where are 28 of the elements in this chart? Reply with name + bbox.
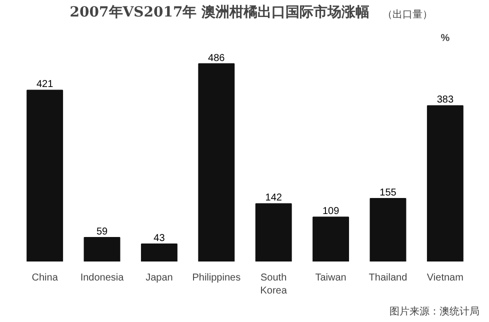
bar bbox=[84, 237, 120, 262]
data-label: 43 bbox=[154, 233, 166, 244]
data-label: 142 bbox=[265, 192, 282, 204]
bar bbox=[198, 63, 235, 262]
bar bbox=[426, 105, 464, 262]
x-tick-label: Philippines bbox=[192, 272, 241, 284]
text: 图片来源：澳统计局 bbox=[390, 306, 480, 318]
bar bbox=[370, 198, 406, 262]
bar bbox=[312, 216, 350, 262]
data-label: 109 bbox=[322, 206, 340, 218]
x-tick-label: China bbox=[32, 272, 58, 284]
x-tick-label: Japan bbox=[146, 272, 173, 284]
data-label: 486 bbox=[208, 52, 226, 64]
bar bbox=[140, 244, 178, 262]
data-label: 383 bbox=[436, 94, 454, 106]
x-tick-label: Vietnam bbox=[426, 272, 464, 284]
chart-subtitle: （出口量） bbox=[382, 8, 432, 20]
x-tick-label: Thailand bbox=[368, 272, 408, 284]
x-tick-label: South Korea bbox=[260, 272, 288, 297]
x-tick-label: Taiwan bbox=[315, 272, 346, 284]
bar bbox=[255, 203, 292, 262]
data-label: 155 bbox=[380, 187, 397, 198]
x-tick-label: Indonesia bbox=[80, 272, 124, 284]
data-label: 59 bbox=[96, 226, 108, 238]
text: % bbox=[440, 33, 450, 44]
chart-title: 2007年VS2017年 澳洲柑橘出口国际市场涨幅 bbox=[70, 3, 370, 20]
data-label: 421 bbox=[36, 79, 54, 90]
bar bbox=[26, 90, 64, 262]
